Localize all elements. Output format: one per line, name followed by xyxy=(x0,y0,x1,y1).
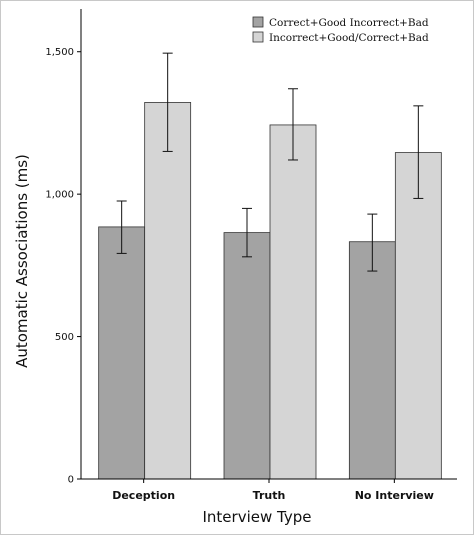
legend-swatch xyxy=(252,31,264,43)
bar xyxy=(144,102,192,480)
y-tick-label: 0 xyxy=(68,475,74,486)
bar xyxy=(394,152,442,480)
y-tick-label: 1,500 xyxy=(45,47,74,58)
y-axis-title: Automatic Associations (ms) xyxy=(13,154,31,368)
legend-label: Incorrect+Good/Correct+Bad xyxy=(269,32,429,44)
y-tick-label: 1,000 xyxy=(45,190,74,201)
x-tick-label: Truth xyxy=(253,489,286,502)
bar xyxy=(223,232,271,480)
bar xyxy=(269,124,317,480)
x-tick-label: Deception xyxy=(112,489,175,502)
x-tick-label: No Interview xyxy=(355,489,434,502)
bar xyxy=(348,241,396,480)
bar xyxy=(98,226,146,480)
legend-swatch xyxy=(252,16,264,28)
legend-label: Correct+Good Incorrect+Bad xyxy=(269,17,429,29)
x-axis-title: Interview Type xyxy=(203,508,312,526)
legend: Correct+Good Incorrect+Bad Incorrect+Good… xyxy=(252,16,429,44)
y-tick-label: 500 xyxy=(55,332,74,343)
